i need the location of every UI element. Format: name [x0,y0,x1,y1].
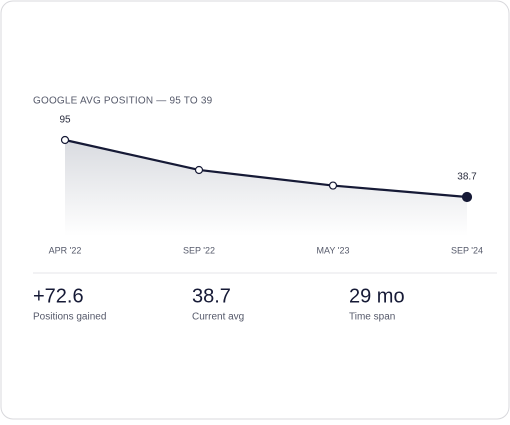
point [194,165,204,175]
stat-label: Current avg [192,312,244,323]
chart-title: GOOGLE AVG POSITION — 95 TO 39 [33,96,213,107]
value-label: 95 [59,115,71,126]
stat-label: Positions gained [33,312,106,323]
x-tick-label: APR '22 [49,245,82,255]
value-label: 38.7 [457,172,477,183]
area [65,140,467,236]
stat-value: 29 mo [349,285,405,307]
stat-value: 38.7 [192,285,231,307]
stat-label: Time span [349,312,395,323]
x-tick-label: SEP '24 [451,245,483,255]
point [461,191,473,203]
line [64,138,468,199]
point [328,181,338,190]
x-tick-label: SEP '22 [183,245,215,255]
x-tick-label: MAY '23 [317,245,350,255]
stat-value: +72.6 [33,285,84,307]
point [60,135,70,145]
